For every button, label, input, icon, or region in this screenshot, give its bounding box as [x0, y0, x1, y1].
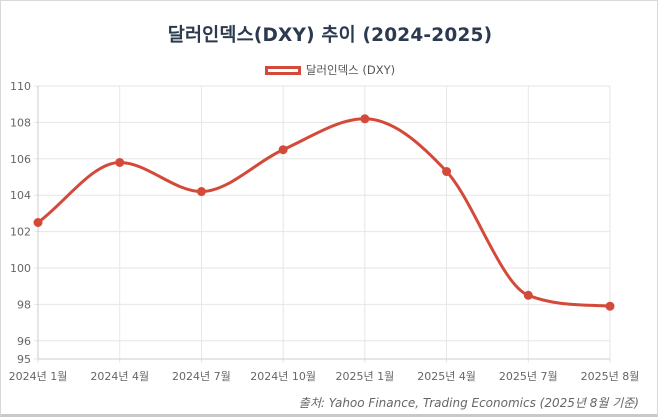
y-tick-label: 106	[10, 153, 31, 166]
data-point[interactable]	[605, 301, 615, 311]
legend-label: 달러인덱스 (DXY)	[305, 63, 396, 77]
x-tick-label: 2024년 1월	[9, 370, 68, 383]
data-point[interactable]	[196, 187, 206, 197]
x-tick-label: 2025년 4월	[417, 370, 476, 383]
y-tick-label: 95	[17, 353, 31, 366]
data-point[interactable]	[115, 157, 125, 167]
y-tick-label: 100	[10, 262, 31, 275]
y-tick-label: 108	[10, 116, 31, 129]
y-tick-label: 98	[17, 298, 31, 311]
x-tick-label: 2024년 4월	[90, 370, 149, 383]
x-tick-label: 2024년 10월	[250, 370, 316, 383]
legend-swatch	[264, 65, 301, 75]
x-tick-label: 2025년 1월	[335, 370, 394, 383]
chart-title: 달러인덱스(DXY) 추이 (2024-2025)	[167, 25, 493, 46]
y-tick-label: 96	[17, 335, 31, 348]
x-tick-label: 2025년 8월	[581, 370, 640, 383]
y-tick-label: 102	[10, 226, 31, 239]
y-tick-label: 104	[10, 189, 31, 202]
source-note: 출처: Yahoo Finance, Trading Economics (20…	[298, 396, 639, 410]
data-point[interactable]	[360, 114, 370, 124]
legend[interactable]: 달러인덱스 (DXY)	[1, 62, 658, 78]
x-tick-label: 2025년 7월	[499, 370, 558, 383]
data-point[interactable]	[33, 218, 43, 227]
grid-layer	[34, 85, 611, 363]
data-point[interactable]	[523, 290, 533, 300]
x-tick-label: 2024년 7월	[172, 370, 231, 383]
data-point[interactable]	[278, 145, 288, 155]
series-layer	[33, 114, 615, 311]
series-line	[36, 117, 612, 308]
data-point[interactable]	[442, 167, 452, 177]
axis-layer: 95 96 98 100 102 104 106 108 110 2024년 1월 2024년 4월…	[9, 80, 640, 383]
y-tick-label: 110	[10, 80, 31, 93]
